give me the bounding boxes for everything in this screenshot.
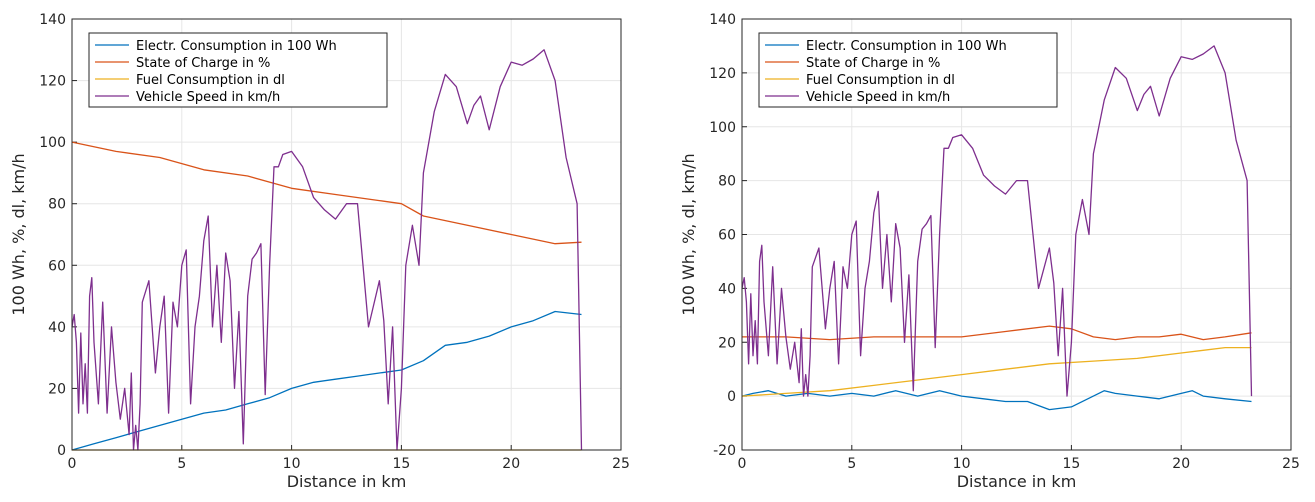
legend-label-1: Electr. Consumption in 100 Wh bbox=[136, 39, 337, 54]
x-tick-label: 5 bbox=[177, 456, 186, 472]
y-axis-label: 100 Wh, %, dl, km/h bbox=[679, 153, 698, 315]
series-line-4 bbox=[741, 45, 1253, 397]
legend: Electr. Consumption in 100 Wh State of Ch… bbox=[758, 32, 1058, 108]
x-tick-label: 15 bbox=[1062, 456, 1080, 472]
y-tick-label: 0 bbox=[57, 443, 66, 459]
y-tick-label: 40 bbox=[718, 281, 736, 297]
axes-box bbox=[71, 18, 622, 451]
legend-label-2: State of Charge in % bbox=[806, 56, 940, 71]
y-tick-label: 60 bbox=[48, 258, 66, 274]
x-tick-label: 0 bbox=[738, 456, 747, 472]
axes-box bbox=[741, 18, 1292, 451]
legend-label-3: Fuel Consumption in dl bbox=[136, 73, 285, 88]
y-tick-label: 100 bbox=[709, 120, 736, 136]
x-tick-label: 0 bbox=[68, 456, 77, 472]
legend: Electr. Consumption in 100 Wh State of Ch… bbox=[88, 32, 388, 108]
y-tick-label: 80 bbox=[48, 197, 66, 213]
y-tick-label: 20 bbox=[48, 381, 66, 397]
y-tick-label: 100 bbox=[39, 135, 66, 151]
legend-label-2: State of Charge in % bbox=[136, 56, 270, 71]
x-tick-label: 5 bbox=[847, 456, 856, 472]
y-tick-label: 80 bbox=[718, 174, 736, 190]
legend-label-4: Vehicle Speed in km/h bbox=[136, 90, 280, 105]
chart-1: 0 5 10 15 20 25 0 20 40 60 80 100 120 140 Distance in … bbox=[9, 12, 630, 491]
legend-label-4: Vehicle Speed in km/h bbox=[806, 90, 950, 105]
x-axis-label: Distance in km bbox=[287, 472, 407, 491]
y-tick-label: 140 bbox=[39, 12, 66, 28]
x-tick-label: 20 bbox=[1172, 456, 1190, 472]
y-tick-label: 40 bbox=[48, 320, 66, 336]
series-line-2 bbox=[71, 141, 582, 245]
y-tick-label: -20 bbox=[713, 443, 736, 459]
x-tick-label: 20 bbox=[502, 456, 520, 472]
y-tick-label: 20 bbox=[718, 335, 736, 351]
series-line-4 bbox=[71, 49, 583, 451]
y-axis-label: 100 Wh, %, dl, km/h bbox=[9, 153, 28, 315]
y-tick-label: 60 bbox=[718, 228, 736, 244]
chart-2: 0 5 10 15 20 25-20020406080100120140Distance … bbox=[679, 12, 1300, 491]
y-tick-label: 0 bbox=[727, 389, 736, 405]
series-line-1 bbox=[71, 310, 582, 451]
legend-box bbox=[88, 32, 388, 108]
x-tick-label: 25 bbox=[1282, 456, 1300, 472]
y-tick-label: 120 bbox=[709, 66, 736, 82]
y-tick-label: 120 bbox=[39, 74, 66, 90]
y-tick-label: 140 bbox=[709, 12, 736, 28]
x-tick-label: 25 bbox=[612, 456, 630, 472]
x-axis-label: Distance in km bbox=[957, 472, 1077, 491]
x-tick-label: 15 bbox=[392, 456, 410, 472]
x-tick-label: 10 bbox=[953, 456, 971, 472]
legend-label-3: Fuel Consumption in dl bbox=[806, 73, 955, 88]
series-line-3 bbox=[741, 346, 1252, 397]
series-line-1 bbox=[741, 390, 1252, 411]
x-tick-label: 10 bbox=[283, 456, 301, 472]
legend-label-1: Electr. Consumption in 100 Wh bbox=[806, 39, 1007, 54]
legend-box bbox=[758, 32, 1058, 108]
